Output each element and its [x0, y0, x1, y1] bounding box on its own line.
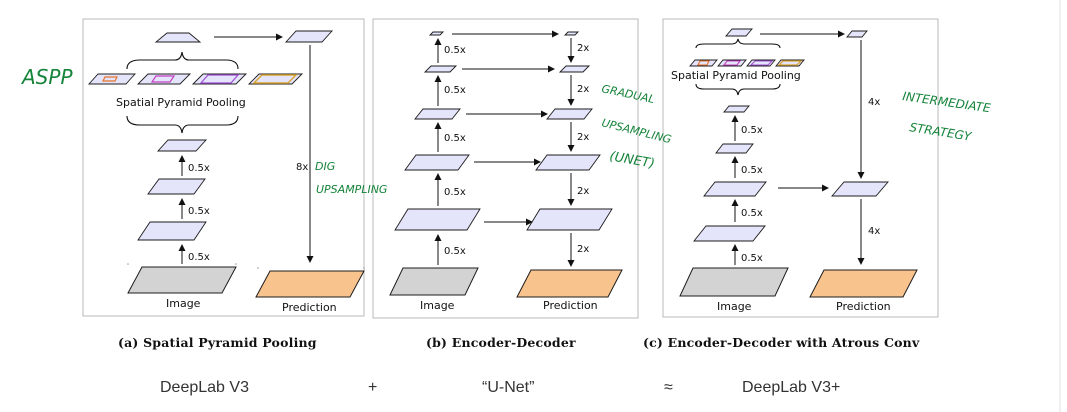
- up-scale-label: 2x: [577, 244, 589, 255]
- annotation-aspp: ASPP: [20, 65, 73, 89]
- down-scale-label: 0.5x: [444, 187, 466, 198]
- feature-stride-16: [156, 139, 208, 152]
- up-scale-label: 4x: [868, 226, 880, 237]
- pool-kernel-3: [199, 74, 240, 84]
- pool-kernel-2: [150, 75, 176, 83]
- prediction-label: Prediction: [836, 300, 891, 313]
- down-scale-label: 0.5x: [741, 125, 763, 136]
- equation-approx: ≈: [664, 379, 673, 396]
- image-label: Image: [420, 299, 455, 312]
- caption-a: (a) Spatial Pyramid Pooling: [118, 335, 317, 350]
- pooled-feature: [725, 28, 753, 37]
- down-scale-label: 0.5x: [444, 133, 466, 144]
- down-scale-label: 0.5x: [444, 85, 466, 96]
- down-scale-label: 0.5x: [741, 165, 763, 176]
- decoder-feature: [831, 181, 889, 197]
- annotation-big-upsampling-1: DIG: [315, 160, 335, 173]
- equation-left: DeepLab V3: [160, 379, 249, 396]
- pooled-feature: [154, 32, 202, 43]
- caption-c: (c) Encoder-Decoder with Atrous Conv: [643, 335, 920, 350]
- pool-kernel-4: [252, 74, 298, 84]
- bottom-brace: [695, 83, 781, 96]
- input-image: [389, 267, 479, 296]
- down-scale-label: 0.5x: [741, 208, 763, 219]
- decoder-feature-5: [563, 31, 580, 36]
- decoder-feature-3: [546, 108, 593, 120]
- encoder-feature-1: [394, 208, 481, 231]
- down-scale-label: 0.5x: [444, 246, 466, 257]
- image-label: Image: [166, 297, 201, 310]
- panel-encoder-decoder-atrous: Spatial Pyramid Pooling 0.5x 0.5x 0.5x 0…: [662, 18, 939, 318]
- panel-spatial-pyramid-pooling: Spatial Pyramid Pooling 0.5x 0.5x 0.5x 8…: [82, 18, 365, 317]
- scale-label: 0.5x: [188, 252, 210, 263]
- pool-kernel-2: [722, 60, 742, 66]
- up-scale-label: 2x: [577, 186, 589, 197]
- down-scale-label: 0.5x: [444, 45, 466, 56]
- scale-label: 0.5x: [188, 163, 210, 174]
- pool-branch-1: [87, 73, 137, 85]
- pool-kernel-1: [697, 60, 710, 66]
- pyramid-pooling-row: [87, 73, 304, 85]
- encoder-feature-5: [428, 31, 445, 36]
- bottom-brace: [126, 115, 239, 134]
- input-image: [679, 267, 789, 297]
- decoder-feature-1: [526, 208, 613, 231]
- top-brace: [695, 38, 781, 49]
- upsample-label: 8x: [296, 162, 308, 173]
- encoder-feature-3: [414, 108, 461, 120]
- pool-kernel-3: [749, 60, 774, 66]
- feature-stride-8: [147, 178, 206, 195]
- equation-right: DeepLab V3+: [742, 379, 840, 396]
- feature-stride-8a: [715, 143, 754, 154]
- image-label: Image: [717, 300, 752, 313]
- up-scale-label: 2x: [577, 84, 589, 95]
- pool-kernel-4: [777, 60, 803, 66]
- top-brace: [126, 51, 239, 70]
- prediction-label: Prediction: [282, 301, 337, 314]
- caption-b: (b) Encoder-Decoder: [426, 335, 576, 350]
- panel-c-frame: [662, 18, 939, 318]
- prediction-label: Prediction: [543, 299, 598, 312]
- output-feature: [846, 30, 868, 38]
- prediction-output: [255, 270, 365, 298]
- feature-stride-4: [693, 225, 766, 242]
- equation-line: DeepLab V3 + “U-Net” ≈ DeepLab V3+: [160, 379, 840, 396]
- pool-branch-1: [689, 59, 718, 67]
- pool-branch-2: [136, 73, 192, 85]
- feature-stride-4: [137, 221, 207, 241]
- pooling-label: Spatial Pyramid Pooling: [671, 69, 801, 82]
- output-feature: [284, 30, 334, 43]
- annotation-big-upsampling-2: UPSAMPLING: [316, 183, 387, 196]
- scale-label: 0.5x: [188, 206, 210, 217]
- feature-stride-8b: [703, 181, 767, 197]
- pooling-label: Spatial Pyramid Pooling: [116, 96, 246, 109]
- pool-kernel-1: [102, 76, 118, 82]
- pyramid-pooling-row: [689, 59, 805, 67]
- up-scale-label: 4x: [868, 97, 880, 108]
- encoder-feature-4: [423, 65, 458, 73]
- decoder-feature-4: [558, 65, 591, 73]
- decoder-feature-2: [535, 154, 601, 171]
- panel-encoder-decoder: 0.5x 0.5x 0.5x 0.5x 0.5x 2x 2x 2x 2x 2x …: [372, 18, 639, 319]
- feature-stride-16: [723, 105, 750, 113]
- input-image: [127, 266, 237, 294]
- equation-plus: +: [368, 379, 377, 396]
- up-scale-label: 2x: [577, 43, 589, 54]
- encoder-feature-2: [404, 154, 470, 171]
- equation-middle: “U-Net”: [482, 379, 534, 396]
- up-scale-label: 2x: [577, 132, 589, 143]
- prediction-output: [516, 269, 623, 298]
- prediction-output: [809, 269, 918, 298]
- down-scale-label: 0.5x: [741, 253, 763, 264]
